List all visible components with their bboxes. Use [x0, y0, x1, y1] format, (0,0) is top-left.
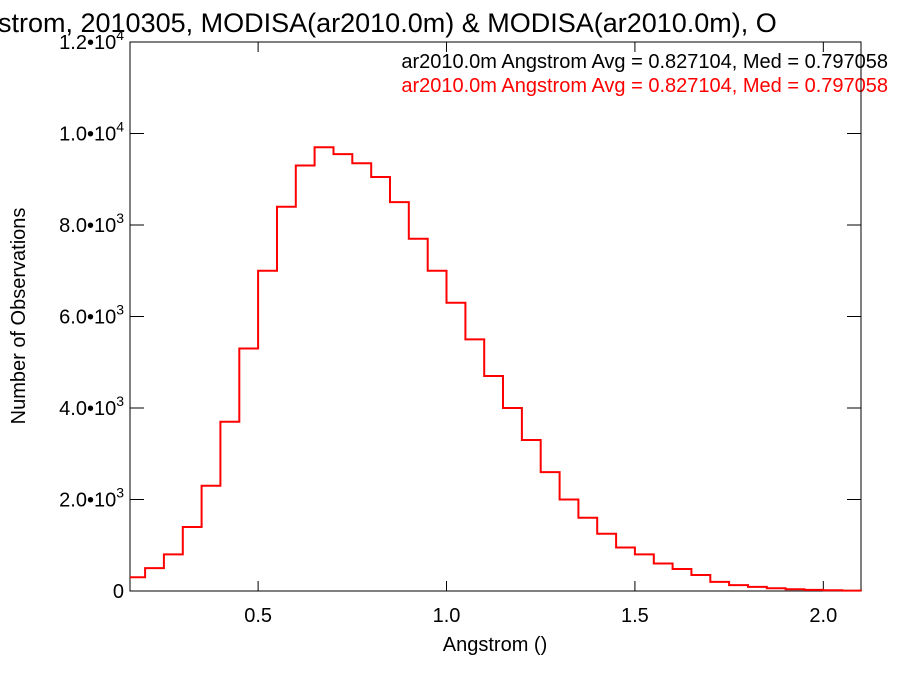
x-tick-labels: 0.5 1.0 1.5 2.0 — [244, 605, 837, 627]
y-axis-label: Number of Observations — [8, 208, 30, 425]
legend-annotation-1: ar2010.0m Angstrom Avg = 0.827104, Med =… — [401, 75, 888, 97]
plot-frame — [129, 41, 862, 592]
y-tick-labels: 0 2.0•103 4.0•103 6.0•103 8.0•103 1.0•104 1.2•… — [59, 27, 124, 603]
y-tick-label: 0 — [113, 581, 124, 603]
y-tick-label: 8.0•103 — [59, 210, 124, 237]
y-tick-label: 4.0•103 — [59, 393, 124, 420]
histogram-series-0 — [130, 146, 862, 592]
y-tick-label: 1.2•104 — [59, 27, 124, 54]
x-tick-label: 0.5 — [244, 605, 272, 627]
x-tick-label: 2.0 — [809, 605, 837, 627]
legend-annotation-0: ar2010.0m Angstrom Avg = 0.827104, Med =… — [401, 51, 888, 73]
x-tick-label: 1.0 — [433, 605, 461, 627]
chart-title: strom, 2010305, MODISA(ar2010.0m) & MODI… — [0, 8, 777, 38]
legend-annotations: ar2010.0m Angstrom Avg = 0.827104, Med =… — [401, 51, 888, 97]
y-tick-label: 6.0•103 — [59, 302, 124, 329]
axis-ticks — [130, 41, 861, 592]
x-tick-label: 1.5 — [621, 605, 649, 627]
series-layer — [130, 146, 862, 592]
x-axis-label: Angstrom () — [443, 634, 547, 656]
y-tick-label: 2.0•103 — [59, 485, 124, 512]
y-tick-label: 1.0•104 — [59, 119, 124, 146]
